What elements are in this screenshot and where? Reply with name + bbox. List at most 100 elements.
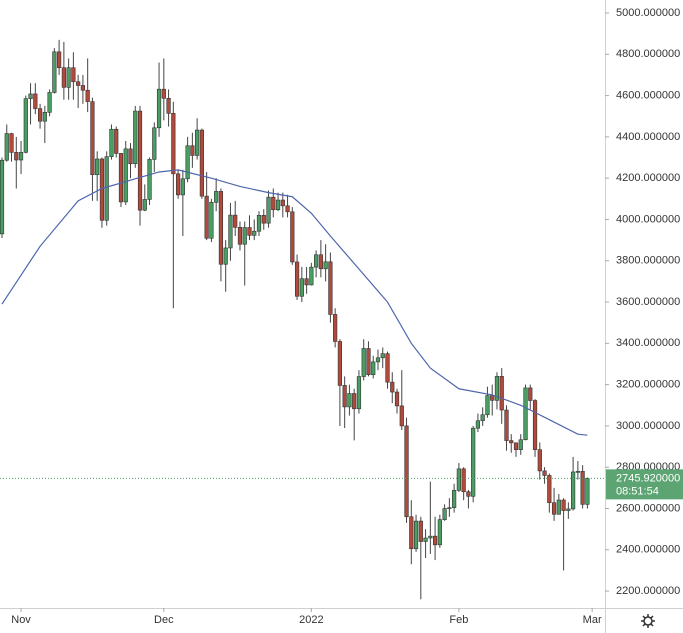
candle-body xyxy=(4,133,9,161)
y-tick-label: 3200.000000 xyxy=(616,379,680,391)
candle-body xyxy=(237,227,243,245)
candle-body xyxy=(352,393,357,410)
candle-body xyxy=(547,475,552,504)
candle-body xyxy=(585,478,590,505)
candle-body xyxy=(118,153,124,203)
candle-body xyxy=(80,85,86,91)
candle-body xyxy=(375,357,381,363)
candle-body xyxy=(518,439,523,450)
candle-body xyxy=(361,348,366,377)
candle-body xyxy=(114,128,119,154)
candle-body xyxy=(0,159,5,235)
candle-body xyxy=(423,537,428,542)
x-tick-label: Dec xyxy=(154,614,174,626)
candle-body xyxy=(18,152,24,161)
candle-body xyxy=(318,254,323,270)
candle-body xyxy=(385,353,390,383)
candle-body xyxy=(152,127,157,160)
candle-body xyxy=(580,471,585,505)
last-price-label: 2745.920000 xyxy=(616,472,680,484)
candle-body xyxy=(447,507,452,509)
candle-body xyxy=(471,427,476,497)
candle-body xyxy=(37,108,43,122)
y-tick-label: 4800.000000 xyxy=(616,48,680,60)
candle-body xyxy=(209,202,214,239)
candle-body xyxy=(28,93,33,99)
candle-body xyxy=(109,128,114,157)
settings-icon[interactable] xyxy=(641,614,655,628)
candle-body xyxy=(47,92,52,113)
candle-body xyxy=(499,376,504,411)
candle-body xyxy=(199,129,204,197)
candle-body xyxy=(428,535,433,539)
candle-body xyxy=(142,199,147,211)
candle-body xyxy=(309,266,314,286)
moving-average xyxy=(1,169,588,436)
candle-body xyxy=(95,158,100,175)
candle-body xyxy=(561,499,566,511)
candle-body xyxy=(104,156,109,221)
candle-body xyxy=(380,353,385,359)
candle-body xyxy=(333,314,338,342)
candle-body xyxy=(442,508,447,520)
candle-body xyxy=(57,51,62,69)
candle-body xyxy=(314,254,319,268)
candle-body xyxy=(475,420,481,429)
candle-body xyxy=(252,230,257,236)
last-price-box xyxy=(606,469,683,500)
candle-body xyxy=(42,112,47,122)
candle-body xyxy=(275,199,281,211)
candle-body xyxy=(261,215,266,224)
candle-body xyxy=(123,148,128,203)
x-tick-label: Feb xyxy=(449,614,468,626)
candle-body xyxy=(509,440,514,444)
candle-body xyxy=(137,110,143,211)
candle-body xyxy=(294,261,300,297)
countdown: 08:51:54 xyxy=(616,485,659,497)
candle-body xyxy=(418,520,423,542)
candle-body xyxy=(537,449,542,472)
candle-body xyxy=(532,400,538,450)
candle-body xyxy=(161,88,166,99)
candle-body xyxy=(166,97,171,114)
candle-body xyxy=(190,145,195,156)
candle-body xyxy=(394,391,400,407)
y-tick-label: 4400.000000 xyxy=(616,131,680,143)
y-tick-label: 3600.000000 xyxy=(616,296,680,308)
y-tick-label: 4200.000000 xyxy=(616,172,680,184)
candle-body xyxy=(551,502,557,515)
candle-body xyxy=(66,67,71,88)
candle-body xyxy=(337,341,343,386)
candle-body xyxy=(218,191,224,265)
candle-body xyxy=(223,247,228,265)
candle-body xyxy=(437,519,442,546)
candle-body xyxy=(256,215,262,232)
y-tick-label: 3000.000000 xyxy=(616,420,680,432)
candle-body xyxy=(76,81,81,86)
candle-body xyxy=(356,376,362,410)
candle-body xyxy=(432,535,438,546)
candle-body xyxy=(404,425,409,518)
candle-body xyxy=(542,470,547,476)
candle-body xyxy=(566,508,571,511)
candle-body xyxy=(195,129,200,156)
candle-body xyxy=(61,67,66,88)
x-tick-label: 2022 xyxy=(299,614,323,626)
candle-body xyxy=(23,98,28,153)
y-tick-label: 4600.000000 xyxy=(616,89,680,101)
candle-body xyxy=(171,113,176,175)
candle-body xyxy=(204,195,209,239)
candle-body xyxy=(71,67,76,83)
candle-body xyxy=(328,261,333,315)
y-tick-label: 4000.000000 xyxy=(616,213,680,225)
candle-body xyxy=(52,51,57,93)
candle-body xyxy=(290,211,295,263)
candle-body xyxy=(242,227,247,245)
candle-body xyxy=(271,196,276,211)
candle-body xyxy=(366,348,371,376)
candle-body xyxy=(175,173,181,196)
candle-body xyxy=(485,395,490,416)
candle-body xyxy=(413,520,419,550)
candle-body xyxy=(147,159,152,200)
